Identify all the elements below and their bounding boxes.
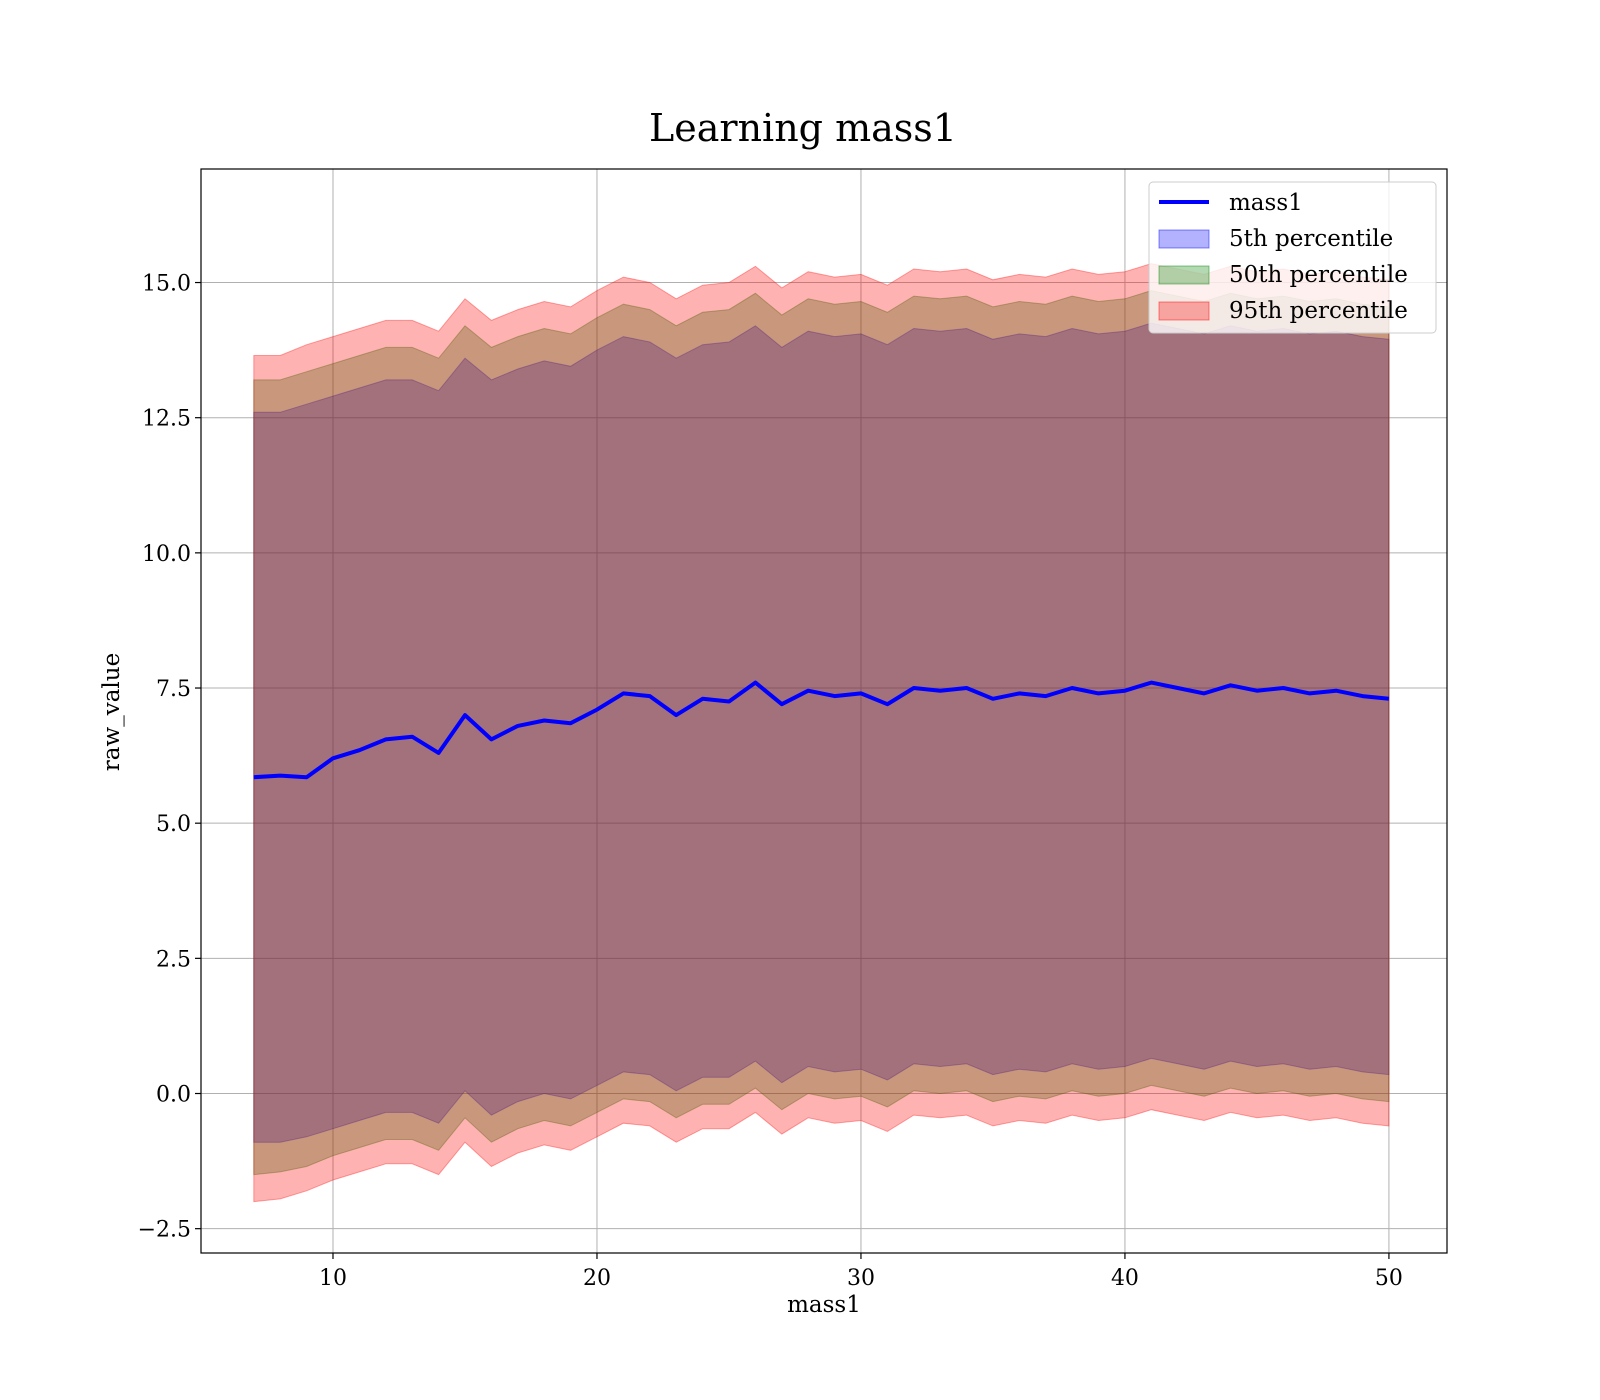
legend-box [1148, 181, 1437, 334]
y-tick-label: 12.5 [142, 407, 191, 432]
x-tick-label: 30 [847, 1266, 875, 1291]
legend-label: 95th percentile [1229, 298, 1408, 324]
legend-label: 50th percentile [1229, 262, 1408, 288]
x-tick-label: 40 [1111, 1266, 1139, 1291]
y-tick-label: 2.5 [156, 947, 191, 972]
legend-label: 5th percentile [1229, 226, 1393, 252]
x-tick-label: 10 [319, 1266, 347, 1291]
x-axis-label: mass1 [787, 1292, 861, 1318]
x-tick-label: 50 [1375, 1266, 1403, 1291]
plot-area [201, 169, 1447, 1253]
y-tick-label: 5.0 [156, 812, 191, 837]
band-50th-percentile [253, 290, 1390, 1176]
legend-swatch-5th-percentile [1158, 229, 1210, 249]
band-5th-percentile [253, 322, 1390, 1143]
y-tick-label: −2.5 [138, 1218, 191, 1243]
legend-swatch-50th-percentile [1158, 265, 1210, 285]
legend-swatch-95th-percentile [1158, 301, 1210, 321]
band-95th-percentile [253, 263, 1390, 1203]
ticks: 10 20 30 40 50 −2.5 0.0 2.5 5.0 7.5 10.0 12.5 15.0 [138, 272, 1403, 1291]
chart-title: Learning mass1 [649, 106, 957, 150]
x-tick-label: 20 [583, 1266, 611, 1291]
legend-label: mass1 [1229, 190, 1303, 216]
y-tick-label: 0.0 [156, 1083, 191, 1108]
y-tick-label: 15.0 [142, 272, 191, 297]
plot-frame [200, 168, 1448, 1254]
y-tick-label: 10.0 [142, 542, 191, 567]
y-tick-label: 7.5 [156, 677, 191, 702]
series-line-mass1 [253, 680, 1390, 780]
y-axis-label: raw_value [99, 653, 125, 771]
legend: mass1 5th percentile 50th percentile 95th p… [1148, 181, 1437, 334]
